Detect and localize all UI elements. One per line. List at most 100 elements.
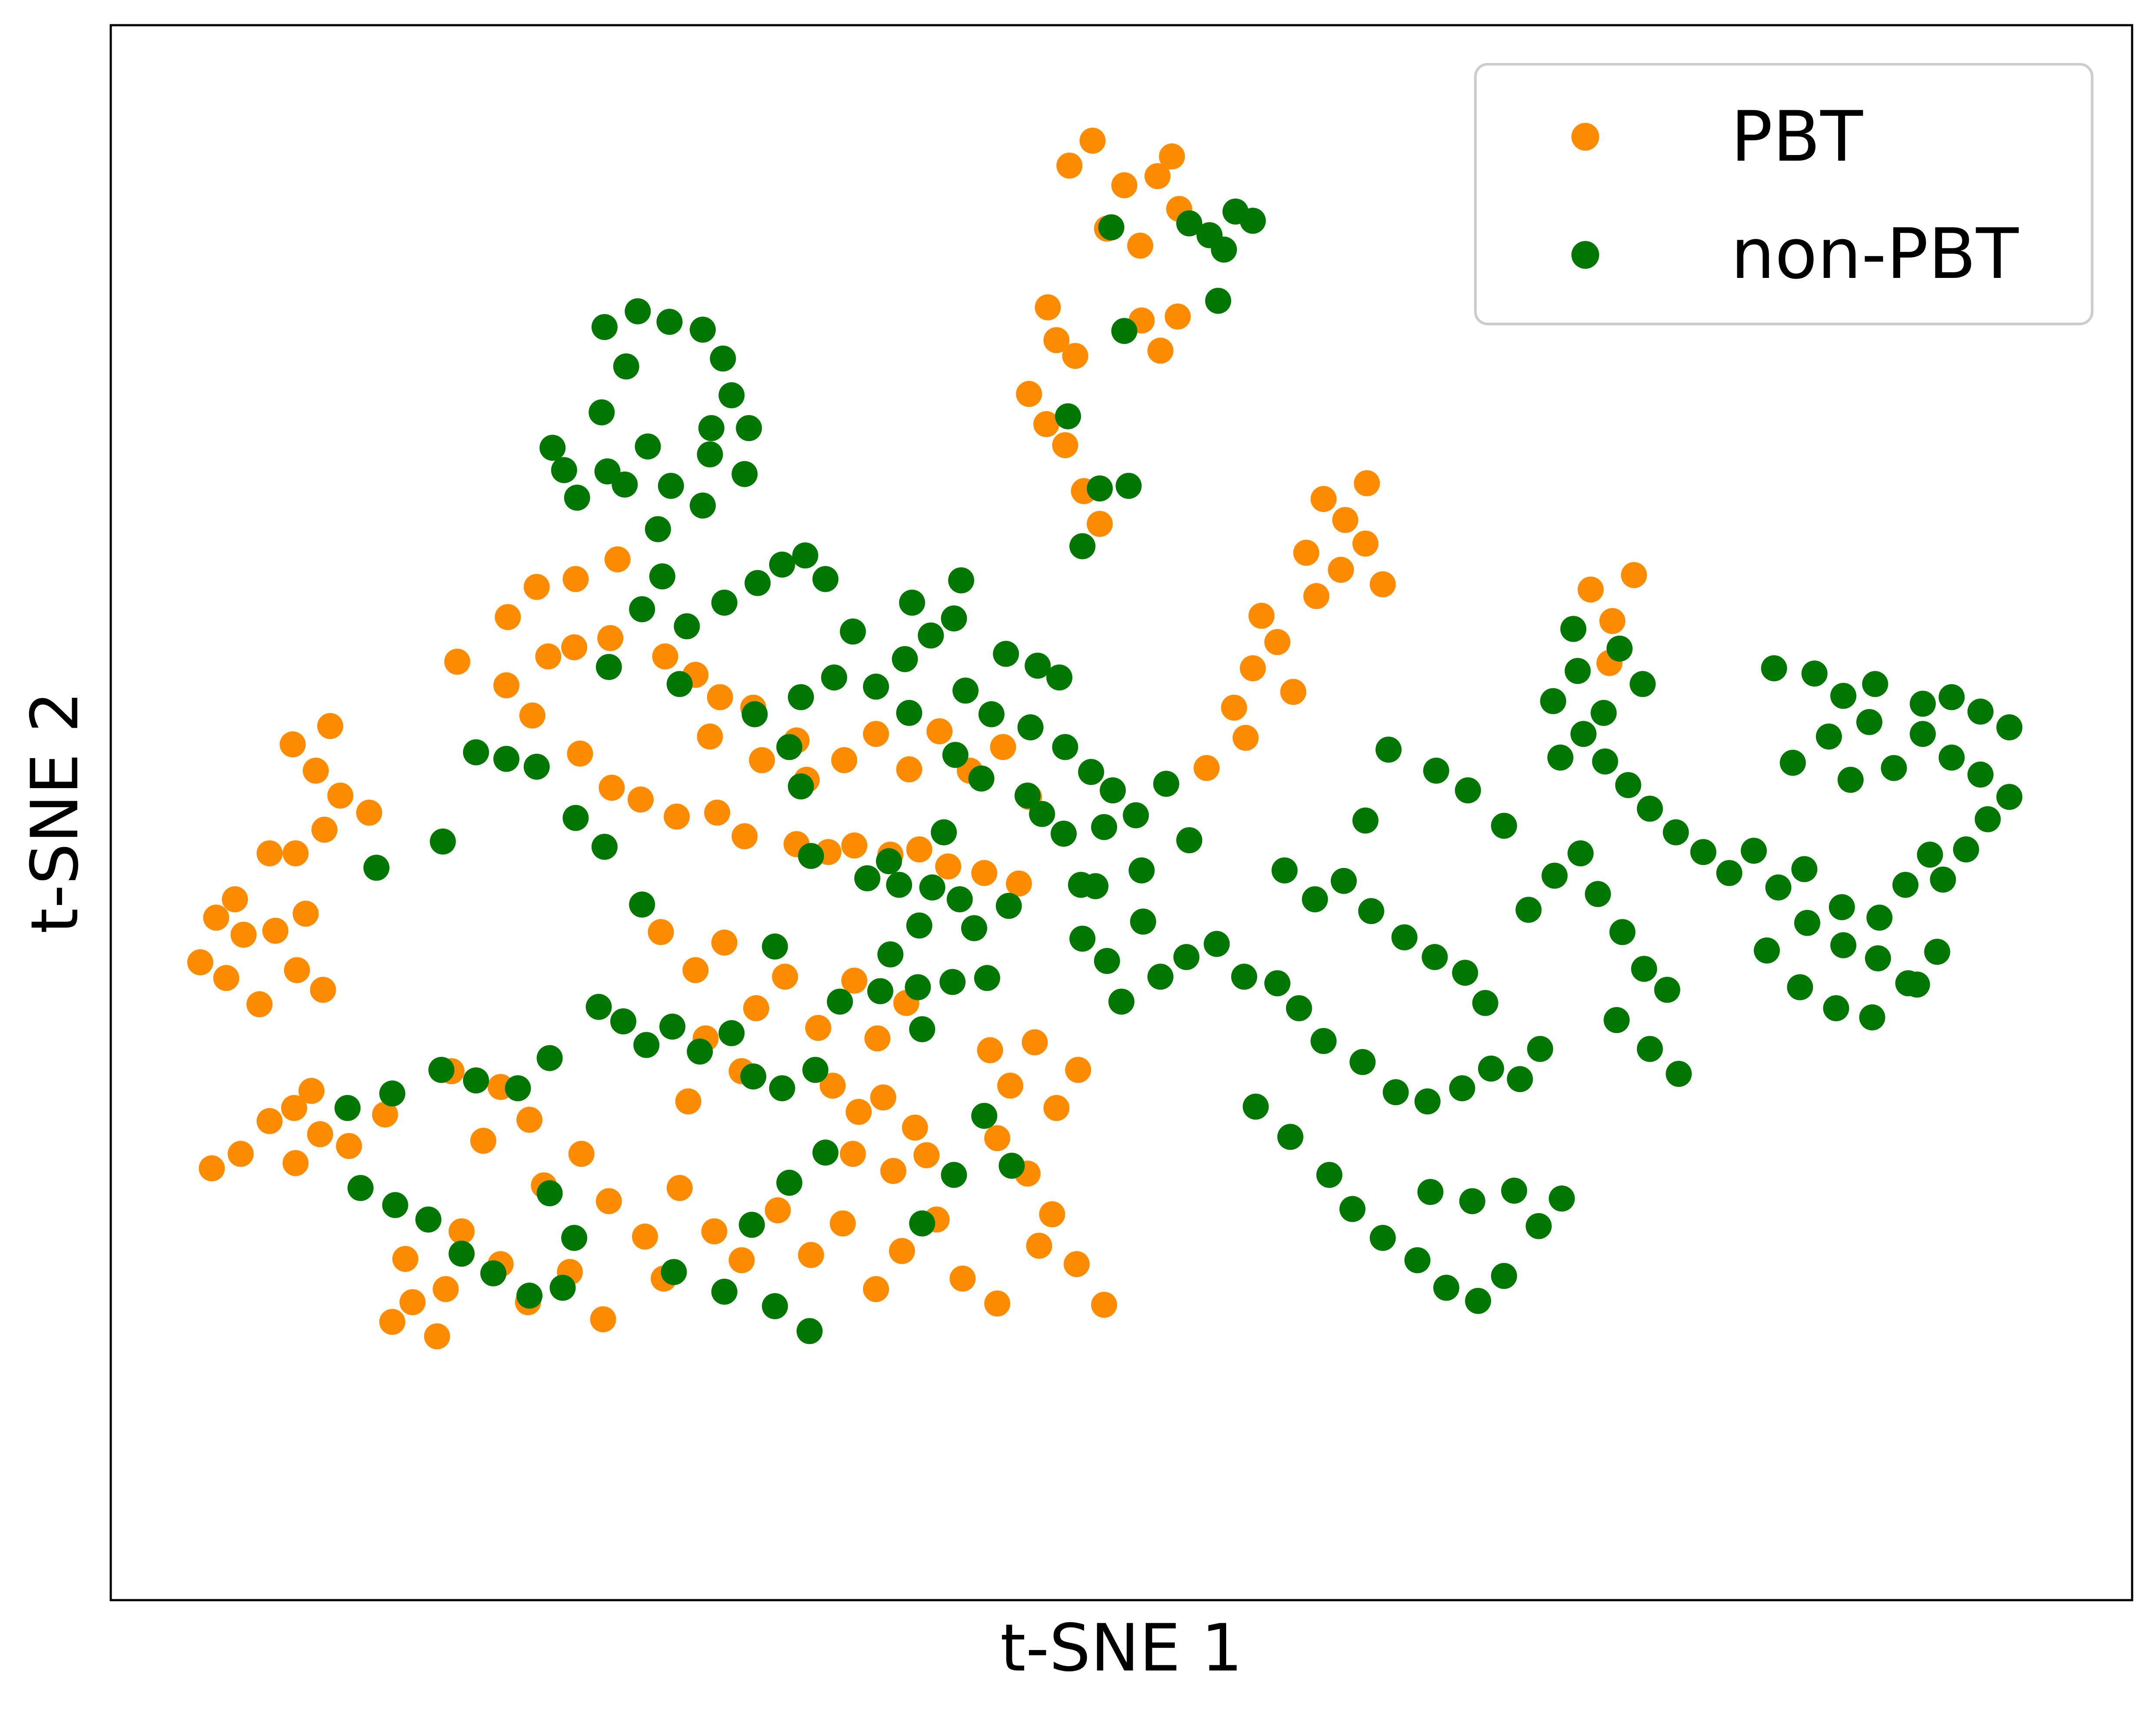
point-non-pbt-120 <box>941 1162 967 1188</box>
point-pbt-67 <box>392 1246 419 1272</box>
point-non-pbt-45 <box>821 664 847 691</box>
point-pbt-7 <box>1127 232 1154 259</box>
point-pbt-13 <box>1052 432 1078 459</box>
point-pbt-154 <box>1091 1291 1118 1318</box>
point-non-pbt-234 <box>1862 671 1888 697</box>
point-pbt-151 <box>984 1290 1011 1317</box>
point-non-pbt-123 <box>629 891 655 918</box>
point-non-pbt-189 <box>1637 796 1663 822</box>
point-non-pbt-139 <box>1108 988 1134 1015</box>
point-non-pbt-132 <box>931 819 957 845</box>
point-non-pbt-83 <box>867 978 893 1004</box>
point-non-pbt-239 <box>1761 655 1787 681</box>
point-non-pbt-138 <box>1094 948 1120 974</box>
point-pbt-49 <box>187 949 214 976</box>
point-non-pbt-43 <box>741 701 768 727</box>
point-pbt-109 <box>648 919 674 945</box>
point-pbt-126 <box>997 1073 1023 1099</box>
point-non-pbt-188 <box>1615 772 1641 798</box>
point-non-pbt-134 <box>961 915 987 941</box>
point-non-pbt-150 <box>1382 1079 1409 1106</box>
point-non-pbt-1 <box>1176 210 1203 237</box>
legend-label-non-pbt: non-PBT <box>1731 213 2019 294</box>
point-non-pbt-50 <box>948 567 974 594</box>
point-non-pbt-153 <box>1478 1055 1504 1082</box>
point-pbt-48 <box>230 921 257 948</box>
point-non-pbt-121 <box>971 1103 998 1129</box>
point-pbt-63 <box>372 1101 398 1128</box>
legend-item-pbt: PBT <box>1571 96 1863 177</box>
point-non-pbt-32 <box>645 516 671 542</box>
point-non-pbt-237 <box>1967 698 1994 725</box>
point-non-pbt-62 <box>1078 759 1104 785</box>
point-pbt-0 <box>1056 152 1083 179</box>
point-non-pbt-106 <box>448 1241 475 1267</box>
point-non-pbt-40 <box>812 566 839 592</box>
point-non-pbt-201 <box>1606 635 1633 662</box>
point-non-pbt-75 <box>798 843 824 869</box>
point-non-pbt-203 <box>1560 616 1587 642</box>
point-pbt-76 <box>567 740 593 767</box>
point-non-pbt-17 <box>718 382 745 409</box>
point-non-pbt-54 <box>788 773 814 799</box>
point-non-pbt-230 <box>1953 836 1979 863</box>
point-non-pbt-60 <box>1017 714 1044 740</box>
point-non-pbt-26 <box>658 472 684 499</box>
point-non-pbt-16 <box>710 345 736 372</box>
x-axis-label: t-SNE 1 <box>1000 1611 1243 1686</box>
point-non-pbt-74 <box>1176 827 1203 853</box>
point-non-pbt-12 <box>591 314 618 340</box>
point-pbt-10 <box>1062 343 1088 369</box>
point-non-pbt-157 <box>1277 1124 1303 1150</box>
point-non-pbt-22 <box>551 457 577 483</box>
point-pbt-138 <box>595 1188 622 1215</box>
point-non-pbt-14 <box>656 309 683 335</box>
point-non-pbt-164 <box>1491 1263 1517 1289</box>
point-non-pbt-10 <box>1115 472 1142 499</box>
point-non-pbt-65 <box>1091 814 1118 840</box>
point-pbt-50 <box>213 965 239 991</box>
point-non-pbt-163 <box>1465 1287 1491 1314</box>
point-non-pbt-34 <box>629 596 655 622</box>
point-non-pbt-142 <box>1130 908 1156 935</box>
legend: PBT non-PBT <box>1474 63 2093 325</box>
point-non-pbt-122 <box>999 1152 1025 1179</box>
point-pbt-46 <box>222 886 248 912</box>
point-non-pbt-52 <box>840 618 866 645</box>
point-pbt-32 <box>1194 755 1220 781</box>
point-pbt-103 <box>863 721 889 747</box>
point-non-pbt-118 <box>812 1139 839 1166</box>
point-non-pbt-129 <box>363 855 390 881</box>
point-pbt-42 <box>317 713 344 739</box>
point-non-pbt-207 <box>1741 838 1767 864</box>
point-pbt-146 <box>830 1210 856 1237</box>
point-non-pbt-162 <box>1433 1274 1459 1301</box>
point-non-pbt-89 <box>610 1008 637 1035</box>
point-non-pbt-193 <box>1491 812 1517 839</box>
point-pbt-137 <box>568 1141 595 1167</box>
point-pbt-60 <box>228 1141 254 1167</box>
point-non-pbt-140 <box>1147 964 1174 990</box>
point-non-pbt-130 <box>430 829 456 855</box>
point-pbt-148 <box>889 1238 915 1264</box>
point-non-pbt-145 <box>1231 964 1257 990</box>
point-non-pbt-131 <box>896 700 923 726</box>
point-non-pbt-37 <box>744 570 771 596</box>
point-non-pbt-211 <box>1866 905 1893 931</box>
point-non-pbt-115 <box>797 1318 823 1344</box>
point-non-pbt-77 <box>886 872 913 898</box>
point-non-pbt-88 <box>585 994 612 1020</box>
point-non-pbt-108 <box>516 1282 542 1309</box>
point-pbt-61 <box>198 1155 225 1182</box>
point-pbt-41 <box>356 799 382 826</box>
point-pbt-82 <box>652 643 678 670</box>
point-non-pbt-25 <box>612 471 638 498</box>
point-non-pbt-178 <box>1515 897 1542 923</box>
point-pbt-28 <box>1264 629 1290 655</box>
point-non-pbt-46 <box>863 673 889 700</box>
point-non-pbt-18 <box>698 415 724 441</box>
point-pbt-9 <box>1043 327 1070 353</box>
point-pbt-100 <box>1006 870 1032 897</box>
point-non-pbt-91 <box>659 1013 686 1040</box>
